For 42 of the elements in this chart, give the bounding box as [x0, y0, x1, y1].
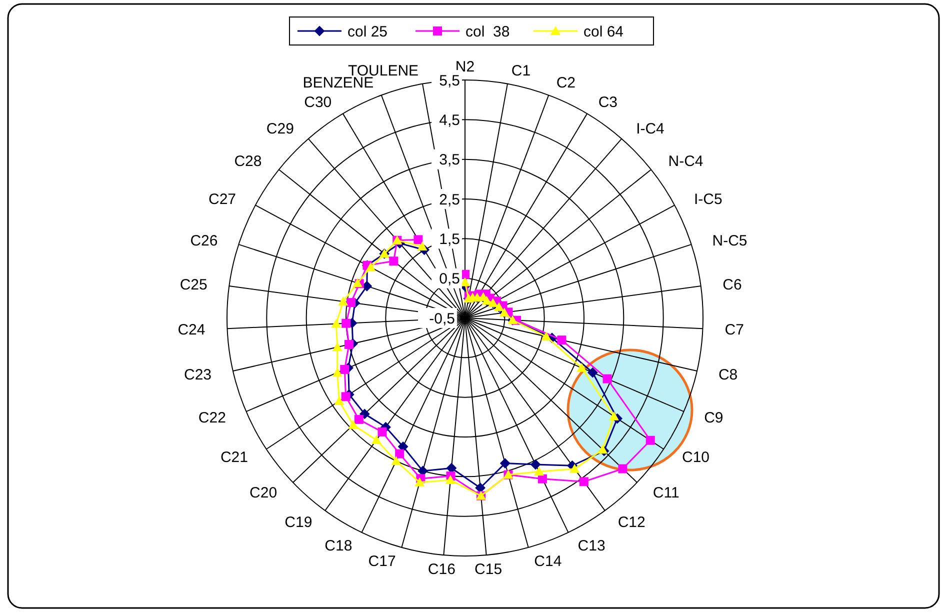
- y-tick-label: 0,5: [439, 270, 460, 288]
- spoke-label: C8: [718, 366, 738, 384]
- spoke-label: BENZENE: [302, 74, 374, 92]
- spoke-label: C12: [618, 514, 646, 532]
- spoke-label: C22: [198, 409, 226, 426]
- spoke-label: C1: [511, 62, 531, 80]
- spoke-label: C16: [428, 561, 456, 578]
- spoke-label: C9: [704, 409, 724, 426]
- spoke-label: C15: [474, 561, 502, 578]
- spoke-label: C20: [250, 484, 278, 502]
- spoke-label: C17: [368, 553, 396, 570]
- spoke-label: C19: [284, 514, 312, 532]
- spoke-label: I-C4: [636, 120, 664, 138]
- y-tick-label: 4,5: [439, 112, 460, 129]
- spoke-label: C13: [578, 537, 606, 554]
- spoke-label: N-C4: [668, 153, 704, 170]
- spoke-label: C10: [682, 449, 710, 466]
- spoke-label: C24: [178, 322, 206, 339]
- spoke-label: C28: [234, 153, 262, 170]
- spoke-label: C21: [220, 449, 248, 466]
- y-tick-label: 1,5: [439, 230, 460, 248]
- spoke-label: I-C5: [694, 190, 722, 208]
- spoke-label: C27: [208, 190, 236, 208]
- spoke-label: C30: [304, 94, 332, 111]
- legend-label: col 64: [584, 23, 624, 40]
- spoke-label: C25: [180, 276, 208, 294]
- spoke-label: C2: [556, 74, 576, 92]
- legend-label: col 25: [348, 23, 388, 40]
- y-tick-label: 3,5: [439, 152, 460, 169]
- spoke-label: C29: [266, 120, 294, 138]
- spoke-label: C26: [190, 232, 218, 250]
- y-tick-label: -0,5: [429, 310, 455, 328]
- spoke-label: C3: [598, 94, 618, 111]
- spoke-label: C7: [724, 322, 744, 339]
- spoke-label: C11: [652, 484, 680, 502]
- spoke-label: C14: [534, 553, 562, 570]
- legend-label: col 38: [466, 23, 510, 40]
- spoke-label: C23: [184, 366, 212, 384]
- spoke-label: C18: [324, 537, 352, 554]
- spoke-label: C6: [722, 276, 742, 294]
- spoke-label: N-C5: [712, 232, 748, 250]
- y-tick-label: 2,5: [439, 191, 460, 208]
